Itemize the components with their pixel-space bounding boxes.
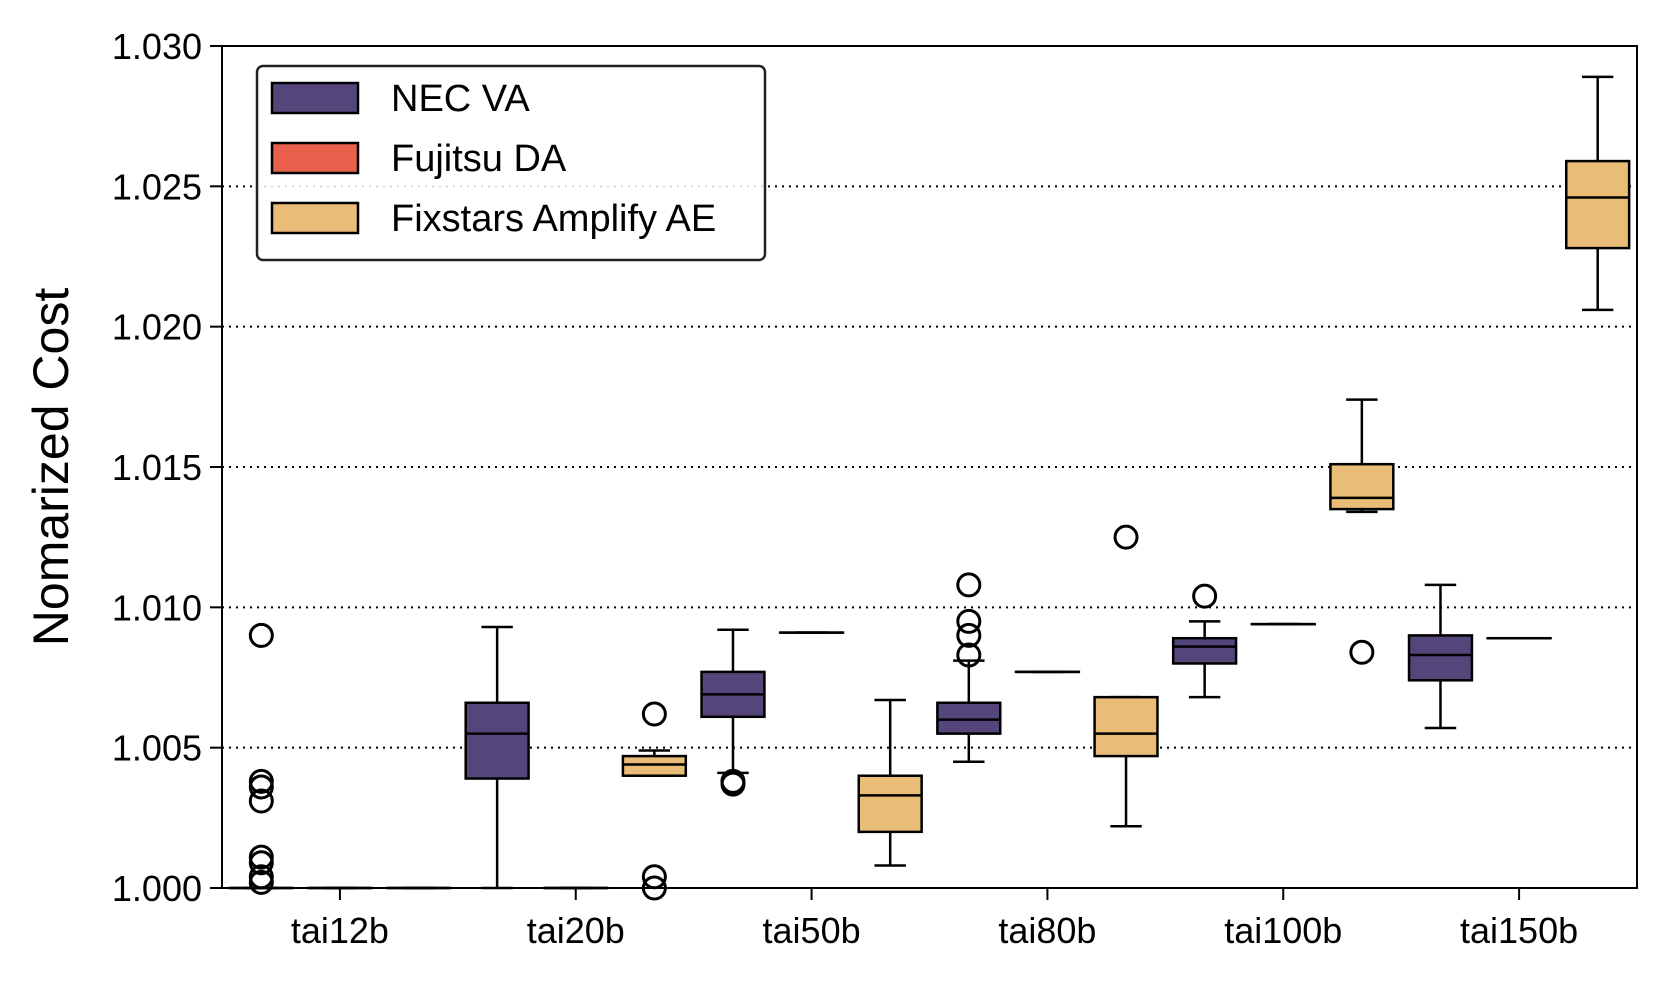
x-tick-label: tai150b [1460, 910, 1578, 951]
box-body [1566, 161, 1629, 248]
y-tick-label: 1.025 [112, 166, 202, 207]
box-body [1173, 638, 1236, 663]
box-body [937, 703, 1000, 734]
box-body [1330, 464, 1393, 509]
box-body [1095, 697, 1158, 756]
legend-swatch [272, 143, 358, 173]
x-tick-label: tai20b [527, 910, 625, 951]
legend-label: Fixstars Amplify AE [391, 198, 716, 240]
y-tick-label: 1.010 [112, 587, 202, 628]
legend: NEC VA Fujitsu DA Fixstars Amplify AE [257, 66, 765, 260]
legend-label: Fujitsu DA [391, 138, 567, 180]
legend-swatch [272, 203, 358, 233]
y-axis-label: Nomarized Cost [23, 288, 79, 647]
y-tick-label: 1.000 [112, 868, 202, 909]
x-tick-label: tai12b [291, 910, 389, 951]
y-tick-label: 1.015 [112, 447, 202, 488]
legend-label: NEC VA [391, 78, 530, 120]
box-body [623, 756, 686, 776]
y-tick-label: 1.020 [112, 307, 202, 348]
y-tick-label: 1.030 [112, 26, 202, 67]
x-tick-label: tai50b [763, 910, 861, 951]
box-body [1409, 635, 1472, 680]
x-tick-label: tai80b [998, 910, 1096, 951]
x-tick-label: tai100b [1224, 910, 1342, 951]
box-body [466, 703, 529, 779]
box-body [859, 776, 922, 832]
legend-swatch [272, 83, 358, 113]
y-tick-label: 1.005 [112, 728, 202, 769]
